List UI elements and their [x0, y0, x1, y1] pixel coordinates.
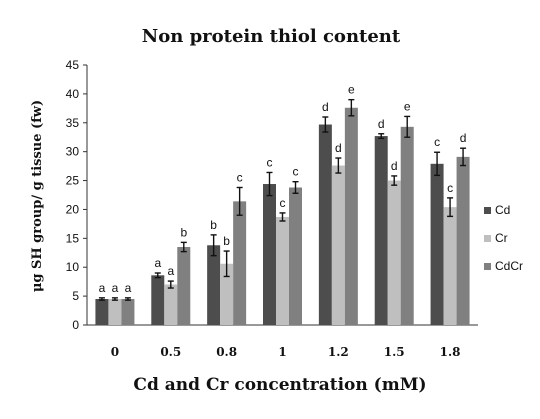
significance-label: e: [404, 99, 411, 113]
significance-label: d: [460, 131, 467, 145]
x-tick-label: 1: [278, 345, 286, 359]
bar-cdcr: [400, 126, 414, 325]
x-axis-ticks: 0 0.5 0.8 1 1.2 1.5 1.8: [111, 345, 461, 359]
bar-cr: [220, 263, 234, 325]
bar-cr: [443, 207, 457, 325]
significance-label: b: [210, 218, 217, 232]
bar-cd: [263, 184, 276, 325]
significance-label: b: [180, 225, 187, 239]
significance-label: c: [267, 155, 273, 169]
legend-label-cd: Cd: [495, 203, 510, 217]
significance-label: c: [447, 181, 453, 195]
significance-label: d: [335, 141, 342, 155]
significance-label: e: [348, 83, 355, 97]
bar-cd: [430, 163, 444, 325]
bar-cdcr: [177, 247, 191, 325]
bar-cdcr: [344, 107, 358, 325]
y-axis-ticks: 0 5 10 15 20 25 30 35 40 45: [66, 58, 87, 332]
y-tick-label: 25: [66, 174, 80, 188]
x-tick-label: 1.8: [440, 345, 461, 359]
x-tick-label: 1.5: [384, 345, 405, 359]
significance-label: d: [391, 159, 398, 173]
chart-title: Non protein thiol content: [142, 26, 401, 47]
y-tick-label: 30: [66, 145, 80, 159]
y-axis-label: μg SH group/ g tissue (fw): [30, 100, 45, 292]
significance-label: a: [125, 281, 132, 295]
legend-swatch-cdcr: [484, 263, 491, 270]
legend-swatch-cd: [484, 207, 491, 214]
bar-cdcr: [456, 156, 470, 325]
x-axis-label: Cd and Cr concentration (mM): [133, 375, 426, 395]
bar-cr: [164, 284, 178, 325]
legend-swatch-cr: [484, 235, 491, 242]
y-tick-label: 35: [66, 116, 80, 130]
significance-label: a: [154, 256, 161, 270]
y-tick-label: 0: [72, 318, 79, 332]
bar-cd: [318, 124, 332, 325]
x-tick-label: 0.8: [216, 345, 237, 359]
significance-label: d: [378, 117, 385, 131]
significance-label: c: [280, 196, 286, 210]
bar-cdcr: [121, 299, 135, 325]
bar-cr: [108, 299, 122, 325]
significance-label: a: [167, 264, 174, 278]
significance-label: c: [293, 165, 299, 179]
x-tick-label: 0: [111, 345, 119, 359]
legend-label-cr: Cr: [495, 231, 508, 245]
bar-cdcr: [233, 201, 247, 325]
significance-label: c: [237, 170, 243, 184]
bar-cd: [374, 136, 388, 325]
bar-cd: [207, 245, 221, 325]
significance-label: a: [112, 281, 119, 295]
y-tick-label: 15: [66, 231, 80, 245]
legend-label-cdcr: CdCr: [495, 259, 523, 273]
significance-label: a: [99, 281, 106, 295]
bar-cr: [276, 216, 289, 325]
significance-label: b: [223, 234, 230, 248]
x-tick-label: 0.5: [160, 345, 181, 359]
y-tick-label: 10: [66, 260, 80, 274]
bar-cd: [95, 299, 109, 325]
significance-label: d: [322, 100, 329, 114]
y-tick-label: 40: [66, 87, 80, 101]
significance-label: c: [434, 135, 440, 149]
bar-cr: [331, 165, 345, 325]
y-tick-label: 20: [66, 202, 80, 216]
y-tick-label: 5: [72, 289, 79, 303]
bar-cd: [151, 275, 165, 325]
bar-cdcr: [289, 187, 302, 325]
bar-cr: [387, 180, 401, 325]
y-tick-label: 45: [66, 58, 80, 72]
x-tick-label: 1.2: [328, 345, 349, 359]
